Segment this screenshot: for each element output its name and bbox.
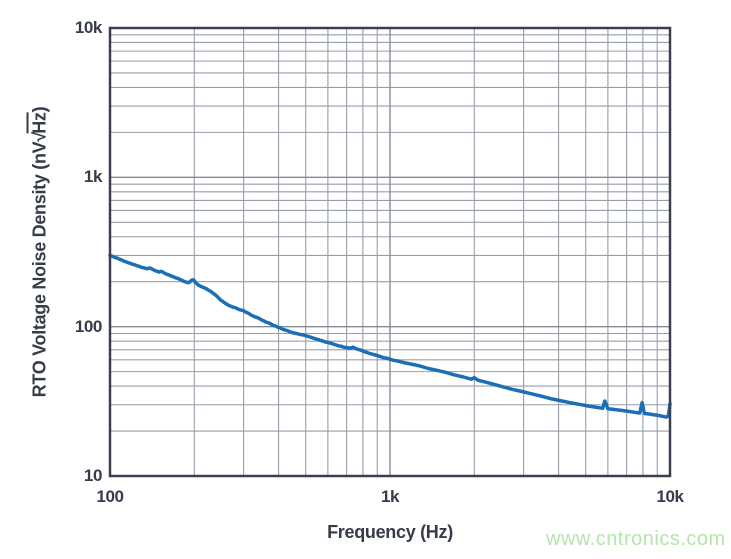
x-axis-title: Frequency (Hz) bbox=[327, 522, 453, 542]
noise-curve bbox=[108, 253, 672, 419]
plot-border bbox=[108, 26, 672, 478]
x-tick-label-1k: 1k bbox=[380, 487, 400, 506]
x-tick-label-100: 100 bbox=[96, 487, 124, 506]
x-tick-label-10k: 10k bbox=[656, 487, 684, 506]
y-tick-label-10k: 10k bbox=[74, 18, 103, 37]
watermark: www.cntronics.com bbox=[546, 528, 726, 550]
y-tick-label-100: 100 bbox=[74, 316, 103, 336]
y-axis-title-close-paren: ) bbox=[29, 106, 50, 113]
y-axis-title: RTO Voltage Noise Density (nV√Hz) bbox=[26, 106, 51, 398]
y-tick-label-10: 10 bbox=[83, 466, 103, 485]
y-axis-title-text: RTO Voltage Noise Density (nV bbox=[29, 141, 50, 398]
y-tick-label-1k: 1k bbox=[83, 167, 103, 187]
sqrt-radicand: Hz bbox=[26, 112, 50, 134]
